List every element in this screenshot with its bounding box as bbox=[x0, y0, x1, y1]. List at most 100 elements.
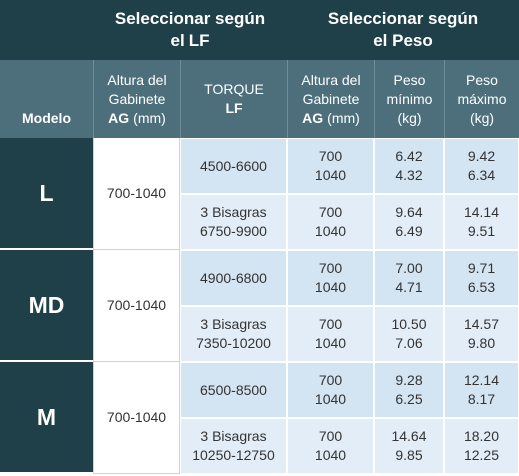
text-line: 8.17 bbox=[467, 391, 496, 407]
column-header: Altura del Gabinete AG (mm) bbox=[93, 60, 180, 138]
torque-cell: 3 Bisagras 10250-12750 bbox=[180, 418, 287, 474]
text-line: 14.14 bbox=[463, 204, 500, 220]
text: Peso bbox=[393, 71, 426, 88]
max-cell: 18.20 12.25 bbox=[444, 418, 519, 474]
ag-cell: 700 1040 bbox=[287, 306, 374, 362]
group-header: Seleccionar según el LF bbox=[93, 0, 287, 60]
text: Peso bbox=[466, 71, 498, 88]
text-line: 4500-6600 bbox=[200, 157, 267, 174]
text: Altura del bbox=[107, 71, 167, 88]
text: máximo bbox=[457, 90, 507, 107]
min-cell: 9.64 6.49 bbox=[374, 194, 444, 250]
text-line: 18.20 bbox=[463, 428, 500, 444]
text-line: 7350-10200 bbox=[196, 335, 271, 351]
text-line: 12.25 bbox=[463, 447, 500, 463]
text-line: Peso bbox=[394, 71, 426, 90]
min-cell: 14.64 9.85 bbox=[374, 418, 444, 474]
torque-cell: 3 Bisagras 6750-9900 bbox=[180, 194, 287, 250]
text: mínimo bbox=[386, 90, 433, 107]
ag-cell: 700 1040 bbox=[287, 418, 374, 474]
ag-range: 700-1040 bbox=[93, 362, 180, 474]
column-header: Modelo bbox=[0, 60, 93, 138]
text-line: 9.51 bbox=[467, 223, 496, 239]
text-line: Altura del bbox=[107, 71, 166, 90]
text-line: 700 bbox=[318, 428, 343, 444]
text: (kg) bbox=[397, 109, 422, 126]
text-line: 4.71 bbox=[395, 279, 423, 295]
text: Seleccionar según bbox=[114, 9, 266, 28]
text: Gabinete bbox=[108, 90, 166, 107]
model-name: M bbox=[0, 362, 93, 474]
text-line: 700 bbox=[318, 204, 343, 220]
text-line: 6.53 bbox=[467, 279, 496, 295]
text-line: Seleccionar según bbox=[328, 8, 478, 30]
header-blank bbox=[0, 0, 93, 60]
ag-cell: 700 1040 bbox=[287, 138, 374, 194]
max-cell: 12.14 8.17 bbox=[444, 362, 519, 418]
text: AG bbox=[108, 109, 130, 126]
ag-cell: 700 1040 bbox=[287, 362, 374, 418]
text-line: mínimo bbox=[387, 90, 433, 109]
model-name: MD bbox=[0, 250, 93, 362]
min-cell: 7.00 4.71 bbox=[374, 250, 444, 306]
text-line: Altura del bbox=[301, 71, 360, 90]
text: LF bbox=[225, 100, 243, 116]
text-line: LF bbox=[225, 99, 242, 118]
text-line: 12.14 bbox=[463, 372, 500, 388]
text: Seleccionar según bbox=[327, 9, 479, 28]
text-line: 9.28 bbox=[395, 372, 423, 388]
text: el bbox=[170, 31, 185, 50]
text: Modelo bbox=[22, 110, 71, 126]
text-line: 1040 bbox=[314, 167, 347, 183]
text-line: 700 bbox=[318, 316, 343, 332]
text-line: 700 bbox=[318, 260, 343, 276]
text-line: 1040 bbox=[314, 279, 347, 295]
text-line: 6.49 bbox=[395, 223, 423, 239]
model-name: L bbox=[0, 138, 93, 250]
text-line: Gabinete bbox=[109, 90, 166, 109]
min-cell: 9.28 6.25 bbox=[374, 362, 444, 418]
text: LF bbox=[188, 31, 210, 50]
ag-range: 700-1040 bbox=[93, 138, 180, 250]
column-header: Altura del Gabinete AG (mm) bbox=[287, 60, 374, 138]
text-line: 3 Bisagras bbox=[200, 316, 267, 332]
text-line: 1040 bbox=[314, 335, 347, 351]
torque-cell: 4500-6600 bbox=[180, 138, 287, 194]
column-header: Peso mínimo (kg) bbox=[374, 60, 444, 138]
max-cell: 14.14 9.51 bbox=[444, 194, 519, 250]
torque-cell: 3 Bisagras 7350-10200 bbox=[180, 306, 287, 362]
text-line: Seleccionar según bbox=[115, 8, 265, 30]
text-line: Peso bbox=[466, 71, 498, 90]
text-line: 14.64 bbox=[391, 428, 427, 444]
ag-cell: 700 1040 bbox=[287, 250, 374, 306]
text-line: 3 Bisagras bbox=[200, 428, 267, 444]
torque-cell: 4900-6800 bbox=[180, 250, 287, 306]
text-line: máximo bbox=[457, 90, 506, 109]
text: el Peso bbox=[373, 31, 433, 50]
text-line: 14.57 bbox=[463, 316, 500, 332]
text-line: 6.42 bbox=[395, 148, 423, 164]
ag-range: 700-1040 bbox=[93, 250, 180, 362]
column-header: TORQUE LF bbox=[180, 60, 287, 138]
text-line: 10.50 bbox=[391, 316, 427, 332]
text-line: 6.34 bbox=[467, 167, 496, 183]
min-cell: 6.42 4.32 bbox=[374, 138, 444, 194]
text-line: 9.80 bbox=[467, 335, 496, 351]
text-line: Modelo bbox=[22, 109, 71, 128]
text: (mm) bbox=[327, 109, 360, 126]
text-line: 9.85 bbox=[395, 447, 423, 463]
text-line: (kg) bbox=[470, 109, 494, 128]
max-cell: 9.71 6.53 bbox=[444, 250, 519, 306]
text-line: 6500-8500 bbox=[200, 381, 267, 398]
max-cell: 14.57 9.80 bbox=[444, 306, 519, 362]
text: (mm) bbox=[133, 109, 166, 126]
text-line: 10250-12750 bbox=[192, 447, 275, 463]
text-line: 9.64 bbox=[395, 204, 423, 220]
text-line: 1040 bbox=[314, 391, 347, 407]
text-line: el Peso bbox=[373, 30, 433, 52]
text-line: AG (mm) bbox=[302, 109, 360, 128]
text-line: 4.32 bbox=[395, 167, 423, 183]
group-header: Seleccionar según el Peso bbox=[287, 0, 519, 60]
text-line: 1040 bbox=[314, 447, 347, 463]
